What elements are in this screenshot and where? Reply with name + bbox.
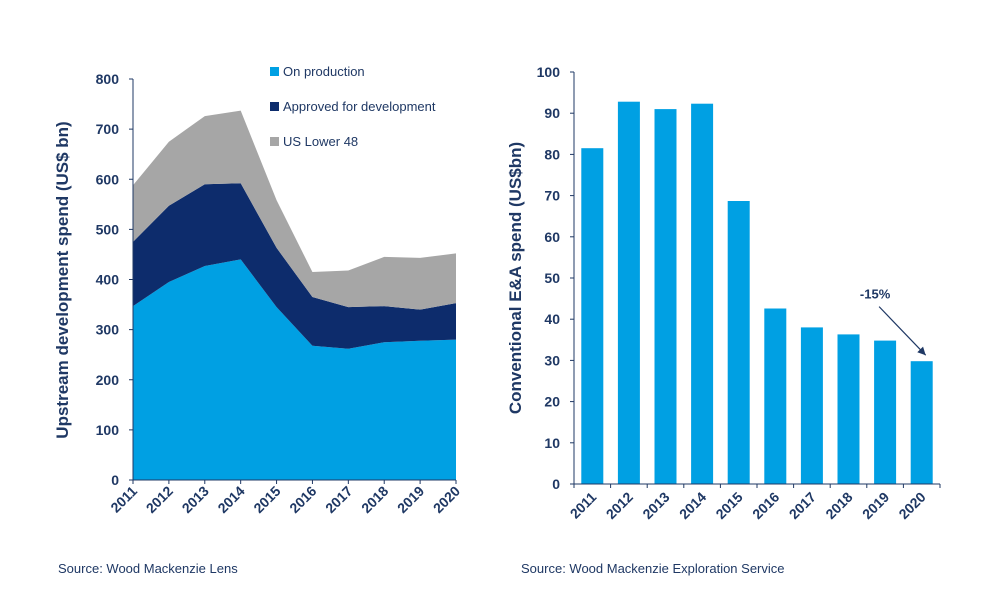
right-y-tick-label: 20 (544, 394, 560, 410)
right-y-tick-label: 70 (544, 188, 560, 204)
legend-swatch-approved-for-development (270, 102, 279, 111)
area-approved-for-development (133, 183, 456, 349)
right-x-tick-label: 2016 (749, 489, 782, 522)
bar-2020 (910, 361, 933, 484)
left-x-tick-label: 2015 (250, 483, 283, 516)
area-us-lower-48 (133, 110, 456, 310)
right-x-tick-label: 2013 (639, 489, 672, 522)
bar-2019 (874, 340, 897, 484)
right-x-tick-label: 2018 (822, 489, 855, 522)
bar-2016 (764, 308, 787, 484)
left-legend: On production Approved for development U… (270, 64, 436, 149)
right-source-note: Source: Wood Mackenzie Exploration Servi… (521, 561, 785, 576)
left-y-tick-label: 500 (96, 221, 120, 237)
left-x-tick-label: 2014 (214, 483, 247, 516)
right-y-tick-label: 50 (544, 270, 560, 286)
bar-2017 (800, 327, 823, 484)
left-x-tick-label: 2013 (179, 483, 212, 516)
legend-label-on-production: On production (283, 64, 365, 79)
bar-2018 (837, 334, 860, 484)
left-y-tick-label: 600 (96, 171, 120, 187)
annotation-arrow-line (878, 306, 927, 356)
right-x-tick-label: 2015 (712, 489, 745, 522)
right-x-tick-label: 2011 (567, 489, 600, 522)
legend-label-us-lower-48: US Lower 48 (283, 134, 358, 149)
legend-label-approved-for-development: Approved for development (283, 99, 436, 114)
right-x-tick-label: 2017 (786, 489, 819, 522)
right-x-tick-label: 2012 (603, 489, 636, 522)
annotation-arrow-head (917, 346, 926, 356)
bar-2014 (691, 103, 714, 484)
right-y-tick-label: 60 (544, 229, 560, 245)
left-y-tick-label: 300 (96, 322, 120, 338)
right-y-tick-label: 100 (537, 64, 561, 80)
left-x-tick-label: 2012 (143, 483, 176, 516)
left-x-tick-label: 2018 (358, 483, 391, 516)
area-on-production (133, 259, 456, 480)
bar-2013 (654, 109, 677, 484)
left-x-tick-label: 2017 (322, 483, 355, 516)
right-y-axis-label: Conventional E&A spend (US$bn) (506, 142, 525, 414)
right-x-tick-label: 2020 (895, 489, 928, 522)
left-y-tick-label: 700 (96, 121, 120, 137)
bar-2015 (727, 201, 750, 484)
annotation-label: -15% (860, 287, 891, 302)
right-x-tick-label: 2014 (676, 489, 709, 522)
right-y-tick-label: 0 (552, 476, 560, 492)
bar-2012 (617, 101, 640, 484)
left-x-tick-label: 2019 (394, 483, 427, 516)
left-y-tick-label: 100 (96, 422, 120, 438)
legend-swatch-on-production (270, 67, 279, 76)
legend-swatch-us-lower-48 (270, 137, 279, 146)
left-y-tick-label: 400 (96, 272, 120, 288)
left-y-tick-label: 0 (111, 472, 119, 488)
left-y-tick-label: 800 (96, 71, 120, 87)
left-x-tick-label: 2016 (286, 483, 319, 516)
right-y-tick-label: 80 (544, 146, 560, 162)
right-y-tick-label: 10 (544, 435, 560, 451)
right-x-tick-label: 2019 (859, 489, 892, 522)
right-y-tick-label: 90 (544, 105, 560, 121)
left-source-note: Source: Wood Mackenzie Lens (58, 561, 238, 576)
left-y-tick-label: 200 (96, 372, 120, 388)
bar-2011 (581, 148, 604, 484)
left-x-tick-label: 2020 (430, 483, 463, 516)
right-y-tick-label: 40 (544, 311, 560, 327)
left-y-axis-label: Upstream development spend (US$ bn) (53, 121, 72, 438)
right-y-tick-label: 30 (544, 352, 560, 368)
